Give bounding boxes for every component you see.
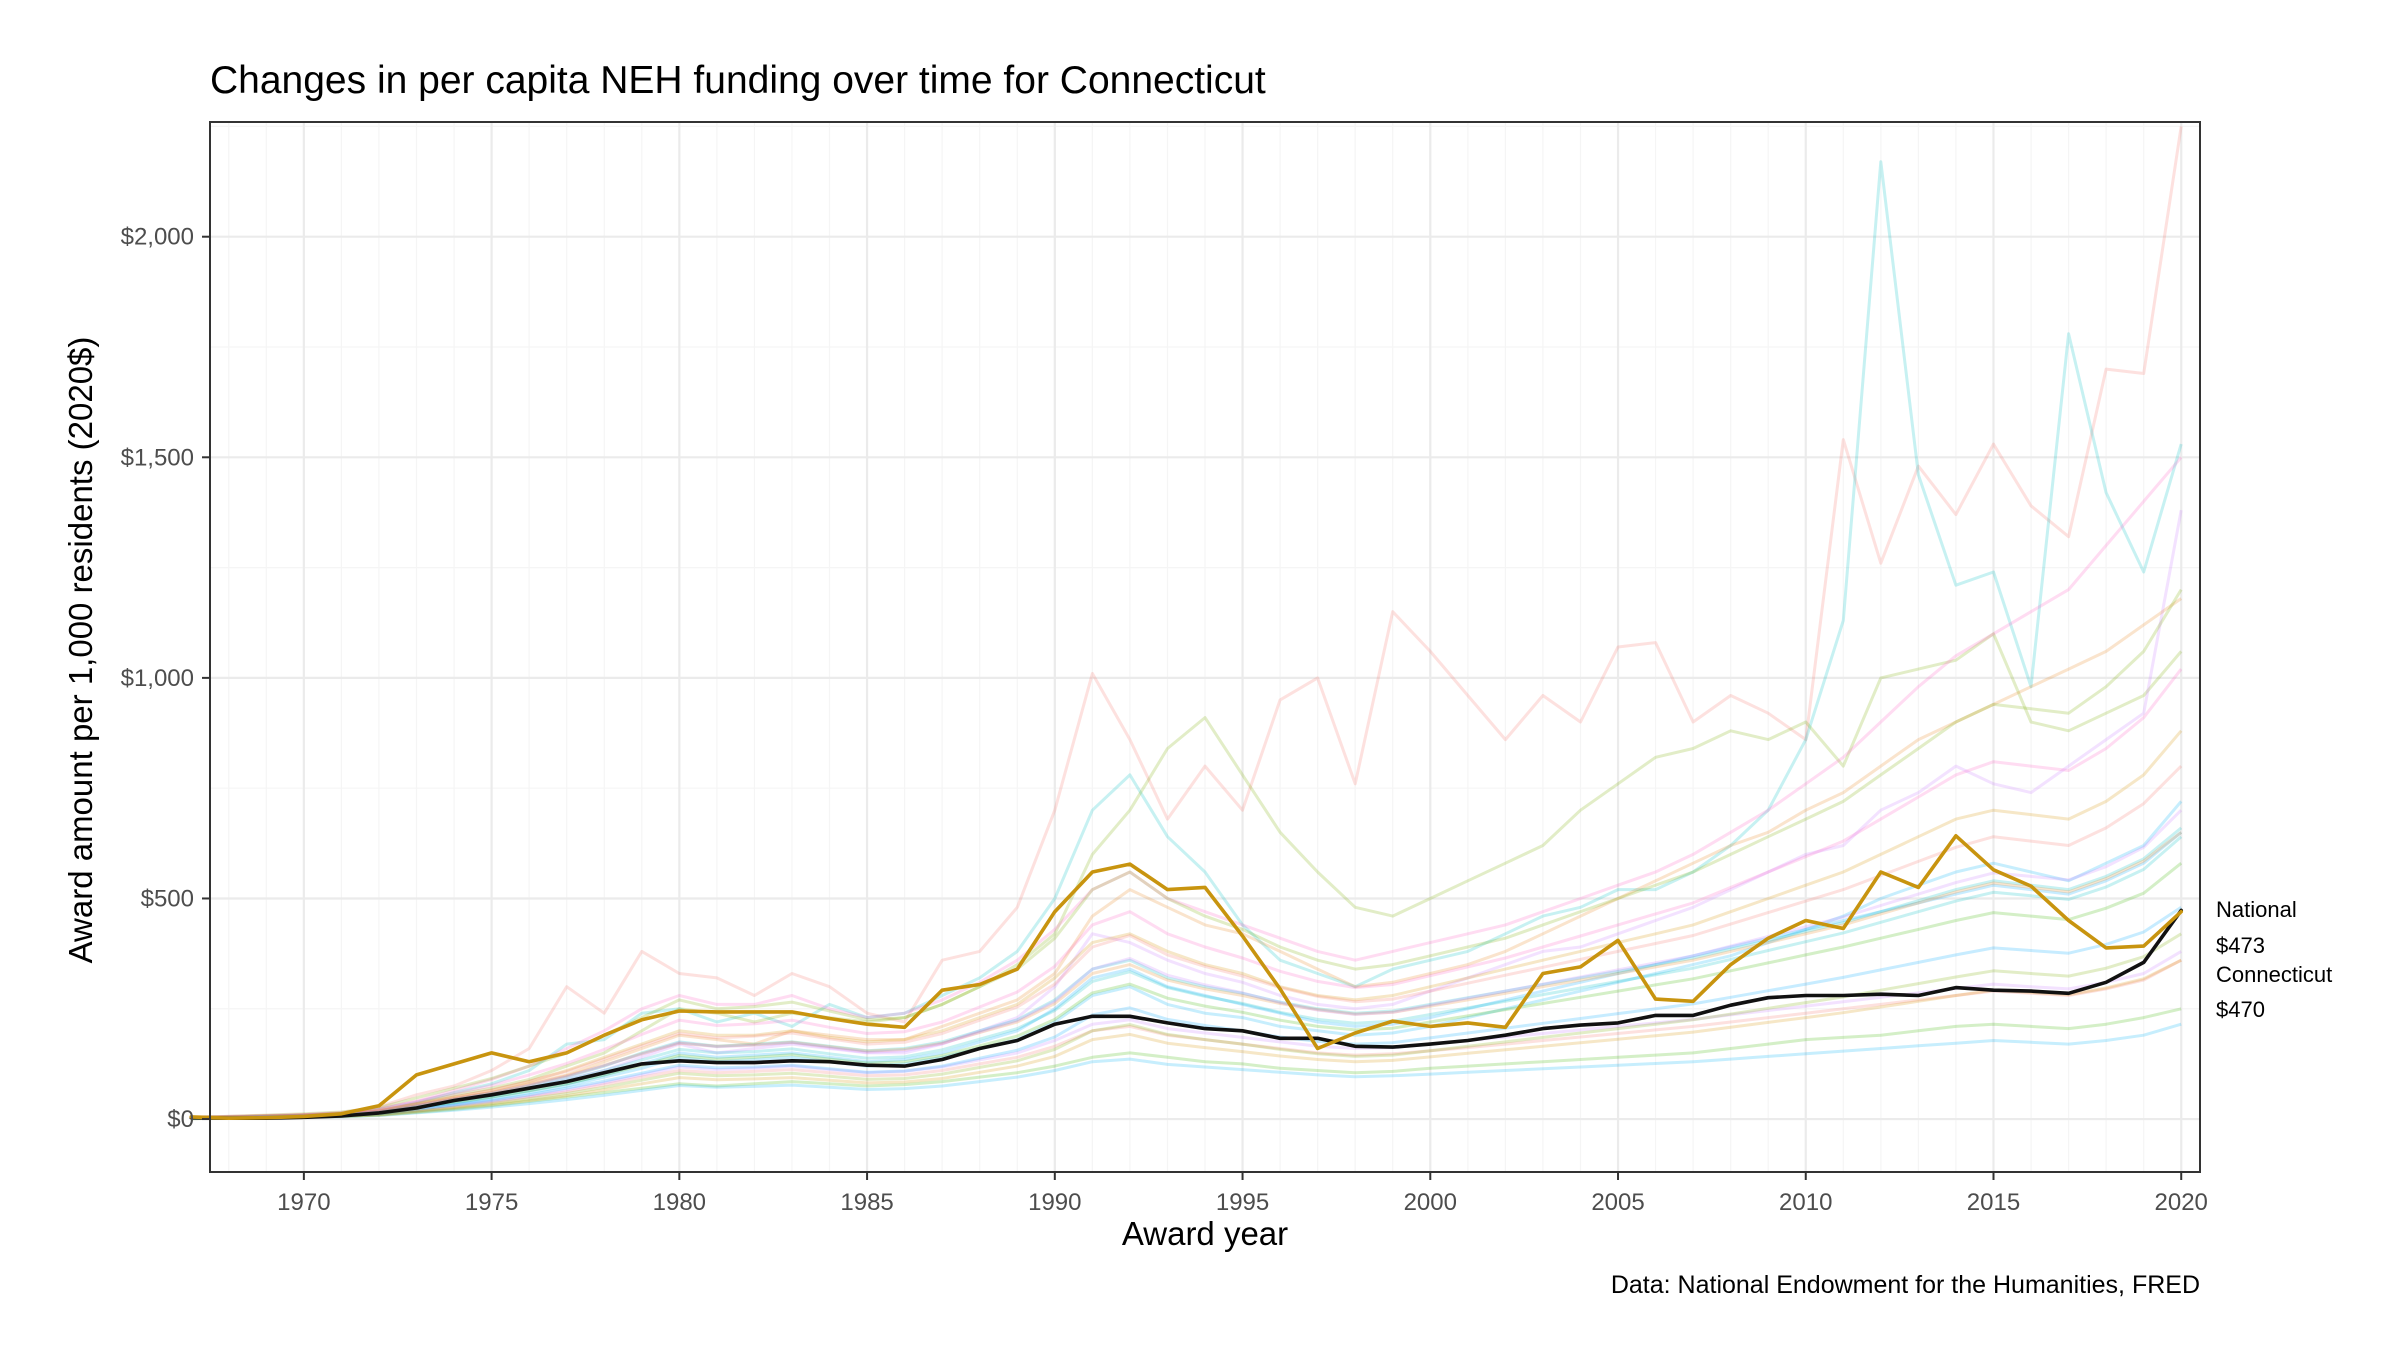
state-series-line bbox=[191, 831, 2183, 1120]
x-tick-label: 2015 bbox=[1967, 1189, 2020, 1216]
national-series-line bbox=[189, 908, 2183, 1120]
x-axis-title: Award year bbox=[1122, 1215, 1288, 1252]
state-series-line bbox=[191, 456, 2183, 1119]
y-axis-ticks: $0 $500 $1,000 $1,500 $2,000 bbox=[121, 224, 210, 1133]
x-tick-label: 2020 bbox=[2155, 1189, 2208, 1216]
x-tick-label: 2000 bbox=[1404, 1189, 1457, 1216]
chart-title: Changes in per capita NEH funding over t… bbox=[210, 59, 1266, 102]
x-tick-label: 1995 bbox=[1216, 1189, 1269, 1216]
data-source-caption: Data: National Endowment for the Humanit… bbox=[1611, 1271, 2200, 1299]
state-series-line bbox=[191, 950, 2182, 1120]
state-series-line bbox=[191, 862, 2183, 1120]
x-tick-label: 2005 bbox=[1591, 1189, 1644, 1216]
state-series-line bbox=[191, 958, 2182, 1121]
state-series-line bbox=[191, 729, 2183, 1120]
state-end-label: Connecticut bbox=[2216, 962, 2332, 987]
state-series-line bbox=[191, 906, 2183, 1120]
state-series-line bbox=[191, 160, 2183, 1119]
x-axis-ticks: 1970 1975 1980 1985 1990 1995 2000 2005 2010 2015… bbox=[277, 1172, 2208, 1216]
y-tick-label: $1,000 bbox=[121, 665, 194, 692]
state-series-line bbox=[191, 765, 2183, 1120]
y-tick-label: $0 bbox=[167, 1106, 194, 1133]
x-tick-label: 1985 bbox=[840, 1189, 893, 1216]
highlight-lines bbox=[189, 833, 2183, 1120]
x-tick-label: 1980 bbox=[653, 1189, 706, 1216]
panel-border bbox=[209, 121, 2201, 1173]
y-tick-label: $1,500 bbox=[121, 444, 194, 471]
state-series-line bbox=[191, 588, 2183, 1119]
state-series-line bbox=[191, 126, 2183, 1119]
state-end-value: $470 bbox=[2216, 997, 2265, 1022]
state-series-line bbox=[191, 800, 2183, 1120]
state-series-line bbox=[191, 668, 2183, 1120]
x-tick-label: 1975 bbox=[465, 1189, 518, 1216]
connecticut-series-line bbox=[189, 833, 2183, 1120]
major-gridlines bbox=[210, 122, 2200, 1172]
y-tick-label: $500 bbox=[141, 885, 194, 912]
national-end-label: National bbox=[2216, 897, 2297, 922]
y-axis-title: Award amount per 1,000 residents (2020$) bbox=[62, 337, 99, 964]
x-tick-label: 1970 bbox=[277, 1189, 330, 1216]
y-tick-label: $2,000 bbox=[121, 224, 194, 251]
minor-gridlines bbox=[210, 122, 2200, 1172]
state-series-line bbox=[191, 809, 2183, 1120]
state-series-line bbox=[191, 958, 2182, 1121]
national-end-value: $473 bbox=[2216, 933, 2265, 958]
state-series-line bbox=[191, 632, 2183, 1120]
x-tick-label: 2010 bbox=[1779, 1189, 1832, 1216]
x-tick-label: 1990 bbox=[1028, 1189, 1081, 1216]
state-series-line bbox=[191, 597, 2183, 1120]
state-series-line bbox=[191, 1022, 2182, 1121]
state-series-line bbox=[191, 1007, 2182, 1121]
